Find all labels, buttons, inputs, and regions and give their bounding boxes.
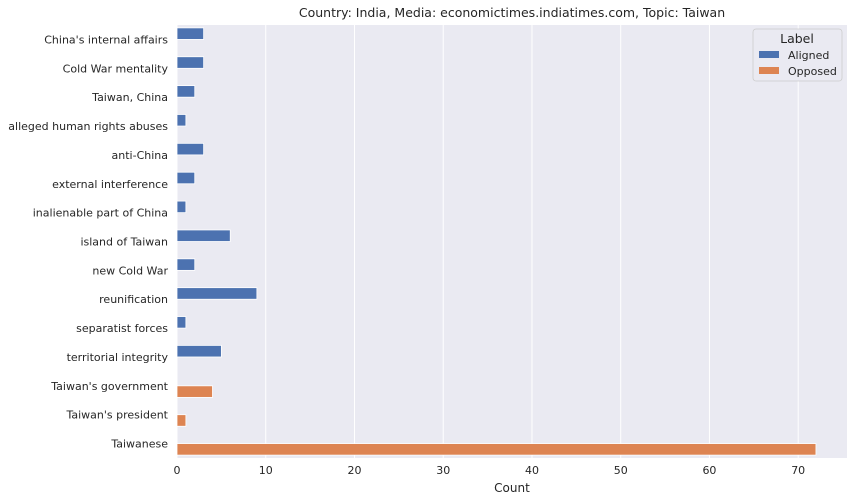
x-tick-label: 40 — [525, 464, 539, 477]
bar-aligned — [176, 142, 205, 156]
y-tick-label: external interference — [52, 178, 168, 191]
bars — [176, 27, 817, 456]
y-tick-label: territorial integrity — [67, 351, 169, 364]
bar-aligned — [176, 200, 187, 214]
y-tick-labels: China's internal affairs Cold War mentali… — [8, 33, 168, 450]
y-tick-label: reunification — [99, 293, 168, 306]
bar-aligned — [176, 56, 205, 69]
bar-aligned — [176, 258, 196, 271]
bar-aligned — [176, 316, 187, 329]
y-tick-label: Taiwan's government — [50, 380, 168, 393]
bar-aligned — [176, 85, 196, 98]
bar-aligned — [176, 229, 231, 242]
x-tick-label: 60 — [702, 464, 716, 477]
x-tick-labels: 0 10 20 30 40 50 60 70 — [174, 464, 806, 477]
plot-background — [177, 25, 847, 458]
legend-title: Label — [780, 31, 814, 46]
bar-aligned — [176, 345, 222, 358]
x-tick-label: 70 — [791, 464, 805, 477]
x-tick-label: 10 — [259, 464, 273, 477]
y-tick-label: new Cold War — [92, 264, 168, 277]
bar-aligned — [176, 114, 187, 127]
y-tick-label: Taiwan's president — [65, 409, 168, 422]
legend-swatch-aligned — [759, 51, 779, 58]
x-tick-label: 30 — [436, 464, 450, 477]
legend: Label Aligned Opposed — [752, 28, 843, 82]
grid — [176, 25, 799, 458]
bar-aligned — [176, 171, 196, 185]
x-tick-label: 0 — [174, 464, 181, 477]
legend-label-aligned: Aligned — [788, 49, 829, 62]
legend-swatch-opposed — [759, 67, 779, 74]
y-tick-label: separatist forces — [76, 322, 168, 335]
y-tick-label: island of Taiwan — [80, 236, 168, 249]
y-tick-label: Taiwanese — [110, 438, 168, 451]
bar-aligned — [176, 287, 258, 300]
y-tick-label: Cold War mentality — [63, 62, 169, 75]
legend-label-opposed: Opposed — [788, 65, 837, 78]
y-tick-label: China's internal affairs — [44, 33, 168, 46]
bar-opposed — [176, 414, 187, 427]
y-tick-label: anti-China — [112, 149, 168, 162]
y-tick-label: Taiwan, China — [91, 91, 168, 104]
x-axis-label: Count — [494, 481, 530, 495]
chart-title: Country: India, Media: economictimes.ind… — [299, 5, 725, 20]
y-tick-label: alleged human rights abuses — [8, 120, 168, 133]
x-tick-label: 50 — [614, 464, 628, 477]
bar-aligned — [176, 27, 205, 40]
bar-opposed — [176, 443, 817, 456]
x-tick-label: 20 — [347, 464, 361, 477]
bar-opposed — [176, 385, 213, 398]
y-tick-label: inalienable part of China — [33, 207, 168, 220]
